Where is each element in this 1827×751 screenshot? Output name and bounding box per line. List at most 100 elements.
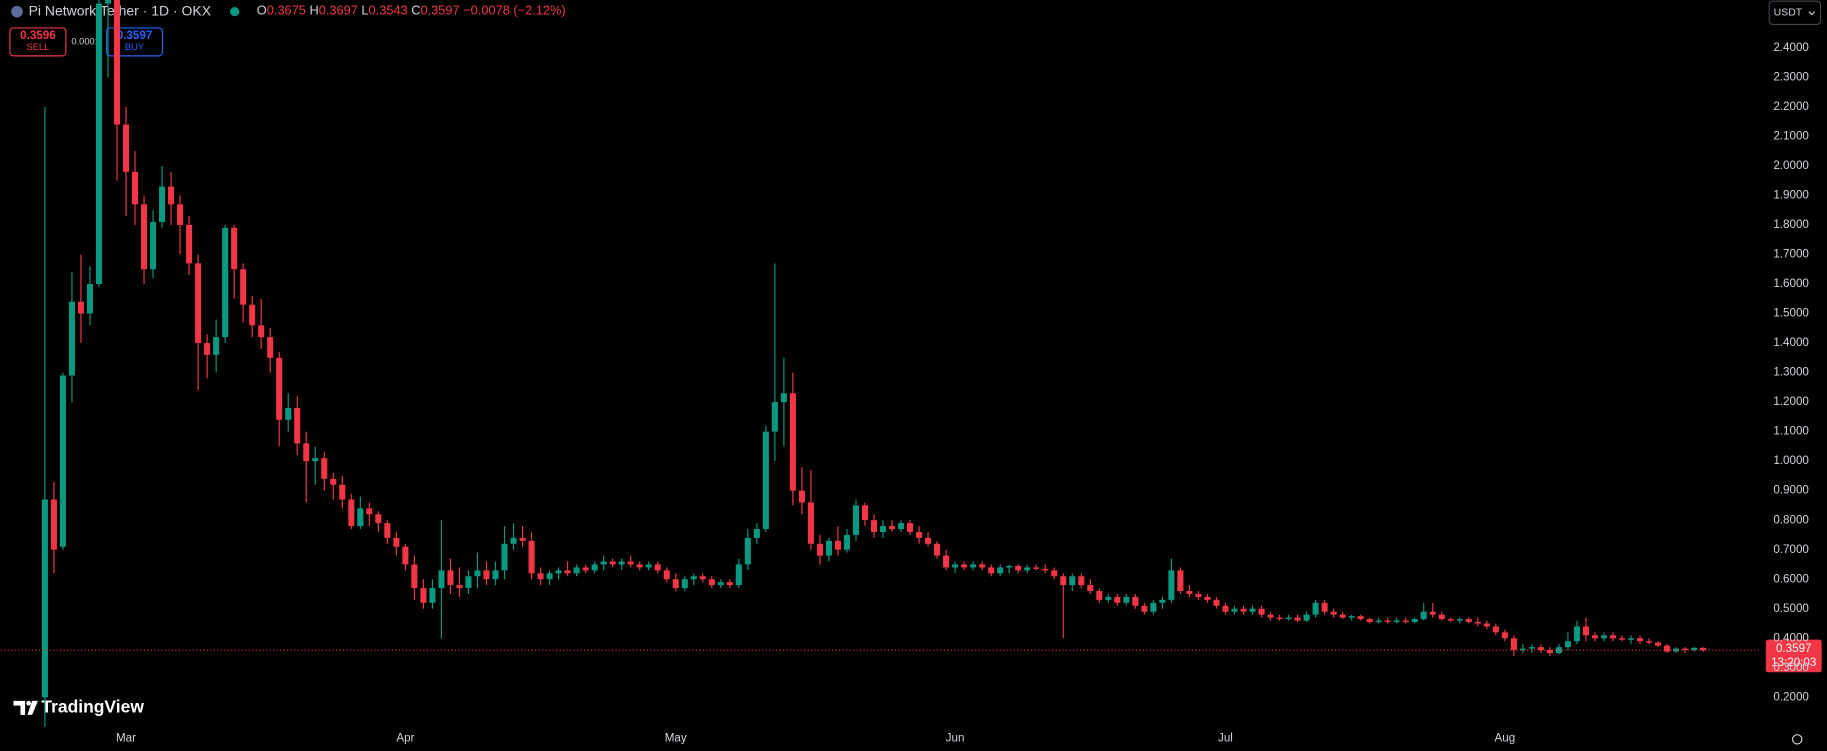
candle-body: [1627, 638, 1635, 640]
candle-body: [1159, 599, 1166, 603]
logo: TradingView: [13, 697, 144, 717]
candle-body: [1285, 617, 1292, 620]
ohlc-value: 0.3675: [267, 3, 306, 18]
candle-body: [429, 588, 436, 603]
symbol-icon: [11, 5, 23, 18]
candle-body: [77, 301, 84, 314]
currency-dropdown[interactable]: USDT: [1768, 0, 1822, 26]
candle-body: [1222, 605, 1229, 612]
candle-body: [447, 570, 454, 586]
candle-body: [68, 301, 75, 376]
candle-body: [825, 540, 832, 556]
candle-body: [970, 564, 977, 568]
candle-body: [276, 357, 283, 420]
candle-body: [195, 263, 202, 344]
y-tick-label: 0.9000: [1773, 484, 1809, 497]
candle-body: [771, 402, 778, 432]
candle-body: [1501, 632, 1508, 639]
candle-body: [1366, 619, 1373, 623]
candle-body: [1258, 608, 1265, 615]
candle-body: [1618, 638, 1626, 640]
sell-button[interactable]: 0.3596 SELL: [9, 27, 67, 57]
candle-body: [861, 505, 869, 521]
candle-body: [997, 567, 1004, 574]
x-tick-label: Mar: [116, 731, 136, 744]
candle-body: [600, 561, 607, 565]
candle-body: [41, 499, 48, 698]
y-tick-label: 0.3000: [1773, 661, 1809, 674]
candle-body: [690, 576, 697, 580]
candle-body: [285, 407, 292, 420]
candle-body: [961, 564, 968, 568]
candle-body: [807, 502, 814, 544]
candle-body: [1600, 635, 1608, 639]
candle-body: [708, 579, 715, 586]
candle-body: [564, 570, 571, 574]
y-tick-label: 0.4000: [1773, 631, 1809, 644]
spread: 0.0001: [71, 36, 99, 46]
candle-body: [943, 555, 950, 568]
candle-body: [1691, 647, 1698, 651]
candle-body: [348, 499, 355, 527]
y-tick-label: 0.2000: [1773, 690, 1809, 703]
candle-body: [1330, 611, 1337, 615]
candle-body: [870, 520, 878, 532]
candle-body: [1646, 641, 1653, 643]
candle-body: [1537, 647, 1544, 651]
candle-body: [843, 534, 850, 550]
x-tick-label: Apr: [396, 731, 414, 744]
candle-body: [366, 508, 373, 515]
candle-body: [1483, 623, 1490, 627]
candle-body: [1141, 605, 1148, 612]
candle-body: [240, 269, 247, 305]
candle-body: [609, 561, 616, 565]
candle-body: [375, 514, 382, 524]
buy-button[interactable]: 0.3597 BUY: [106, 27, 164, 57]
candle-body: [1591, 635, 1598, 639]
countdown: 13:20:03: [1771, 656, 1816, 669]
candle-body: [122, 124, 130, 172]
candle-body: [798, 490, 805, 503]
candle-body: [1033, 567, 1040, 569]
sell-price: 0.3596: [20, 29, 56, 42]
candle-body: [925, 537, 932, 544]
y-tick-label: 0.8000: [1773, 513, 1809, 526]
candle-body: [141, 204, 148, 270]
candle-body: [168, 186, 175, 205]
candle-body: [645, 564, 652, 568]
candle-body: [1303, 614, 1310, 621]
candle-body: [1006, 565, 1013, 568]
candle-body: [1474, 622, 1481, 624]
candle-body: [177, 204, 184, 225]
ohlc-value: 0.3697: [319, 3, 358, 18]
logo-mark: [13, 700, 26, 715]
candle-body: [1429, 611, 1436, 615]
candle-body: [1024, 567, 1031, 571]
logo-mark: [26, 700, 31, 706]
candle-body: [1339, 614, 1346, 618]
candle-body: [934, 543, 941, 556]
logo-text: TradingView: [41, 697, 144, 717]
candle-body: [699, 576, 706, 580]
candle-body: [249, 304, 256, 326]
y-tick-label: 2.2000: [1773, 100, 1809, 113]
candle-body: [420, 588, 427, 603]
candle-body: [1213, 599, 1220, 606]
buy-label: BUY: [125, 42, 144, 52]
candle-body: [519, 537, 526, 541]
candle-body: [852, 505, 860, 535]
settings-icon[interactable]: [1791, 734, 1803, 745]
candle-body: [1294, 617, 1301, 621]
candle-body: [294, 407, 301, 444]
buy-price: 0.3597: [117, 29, 153, 42]
candle-body: [1456, 619, 1463, 621]
ohlc-legend: O0.3675 H0.3697 L0.3543 C0.3597 −0.0078 …: [257, 3, 566, 18]
candle-body: [789, 393, 796, 491]
candle-body: [186, 224, 193, 264]
candle-body: [1664, 645, 1671, 652]
candle-body: [86, 284, 93, 314]
candle-body: [1249, 608, 1256, 612]
candle-body: [834, 540, 841, 550]
y-tick-label: 2.0000: [1773, 159, 1809, 172]
